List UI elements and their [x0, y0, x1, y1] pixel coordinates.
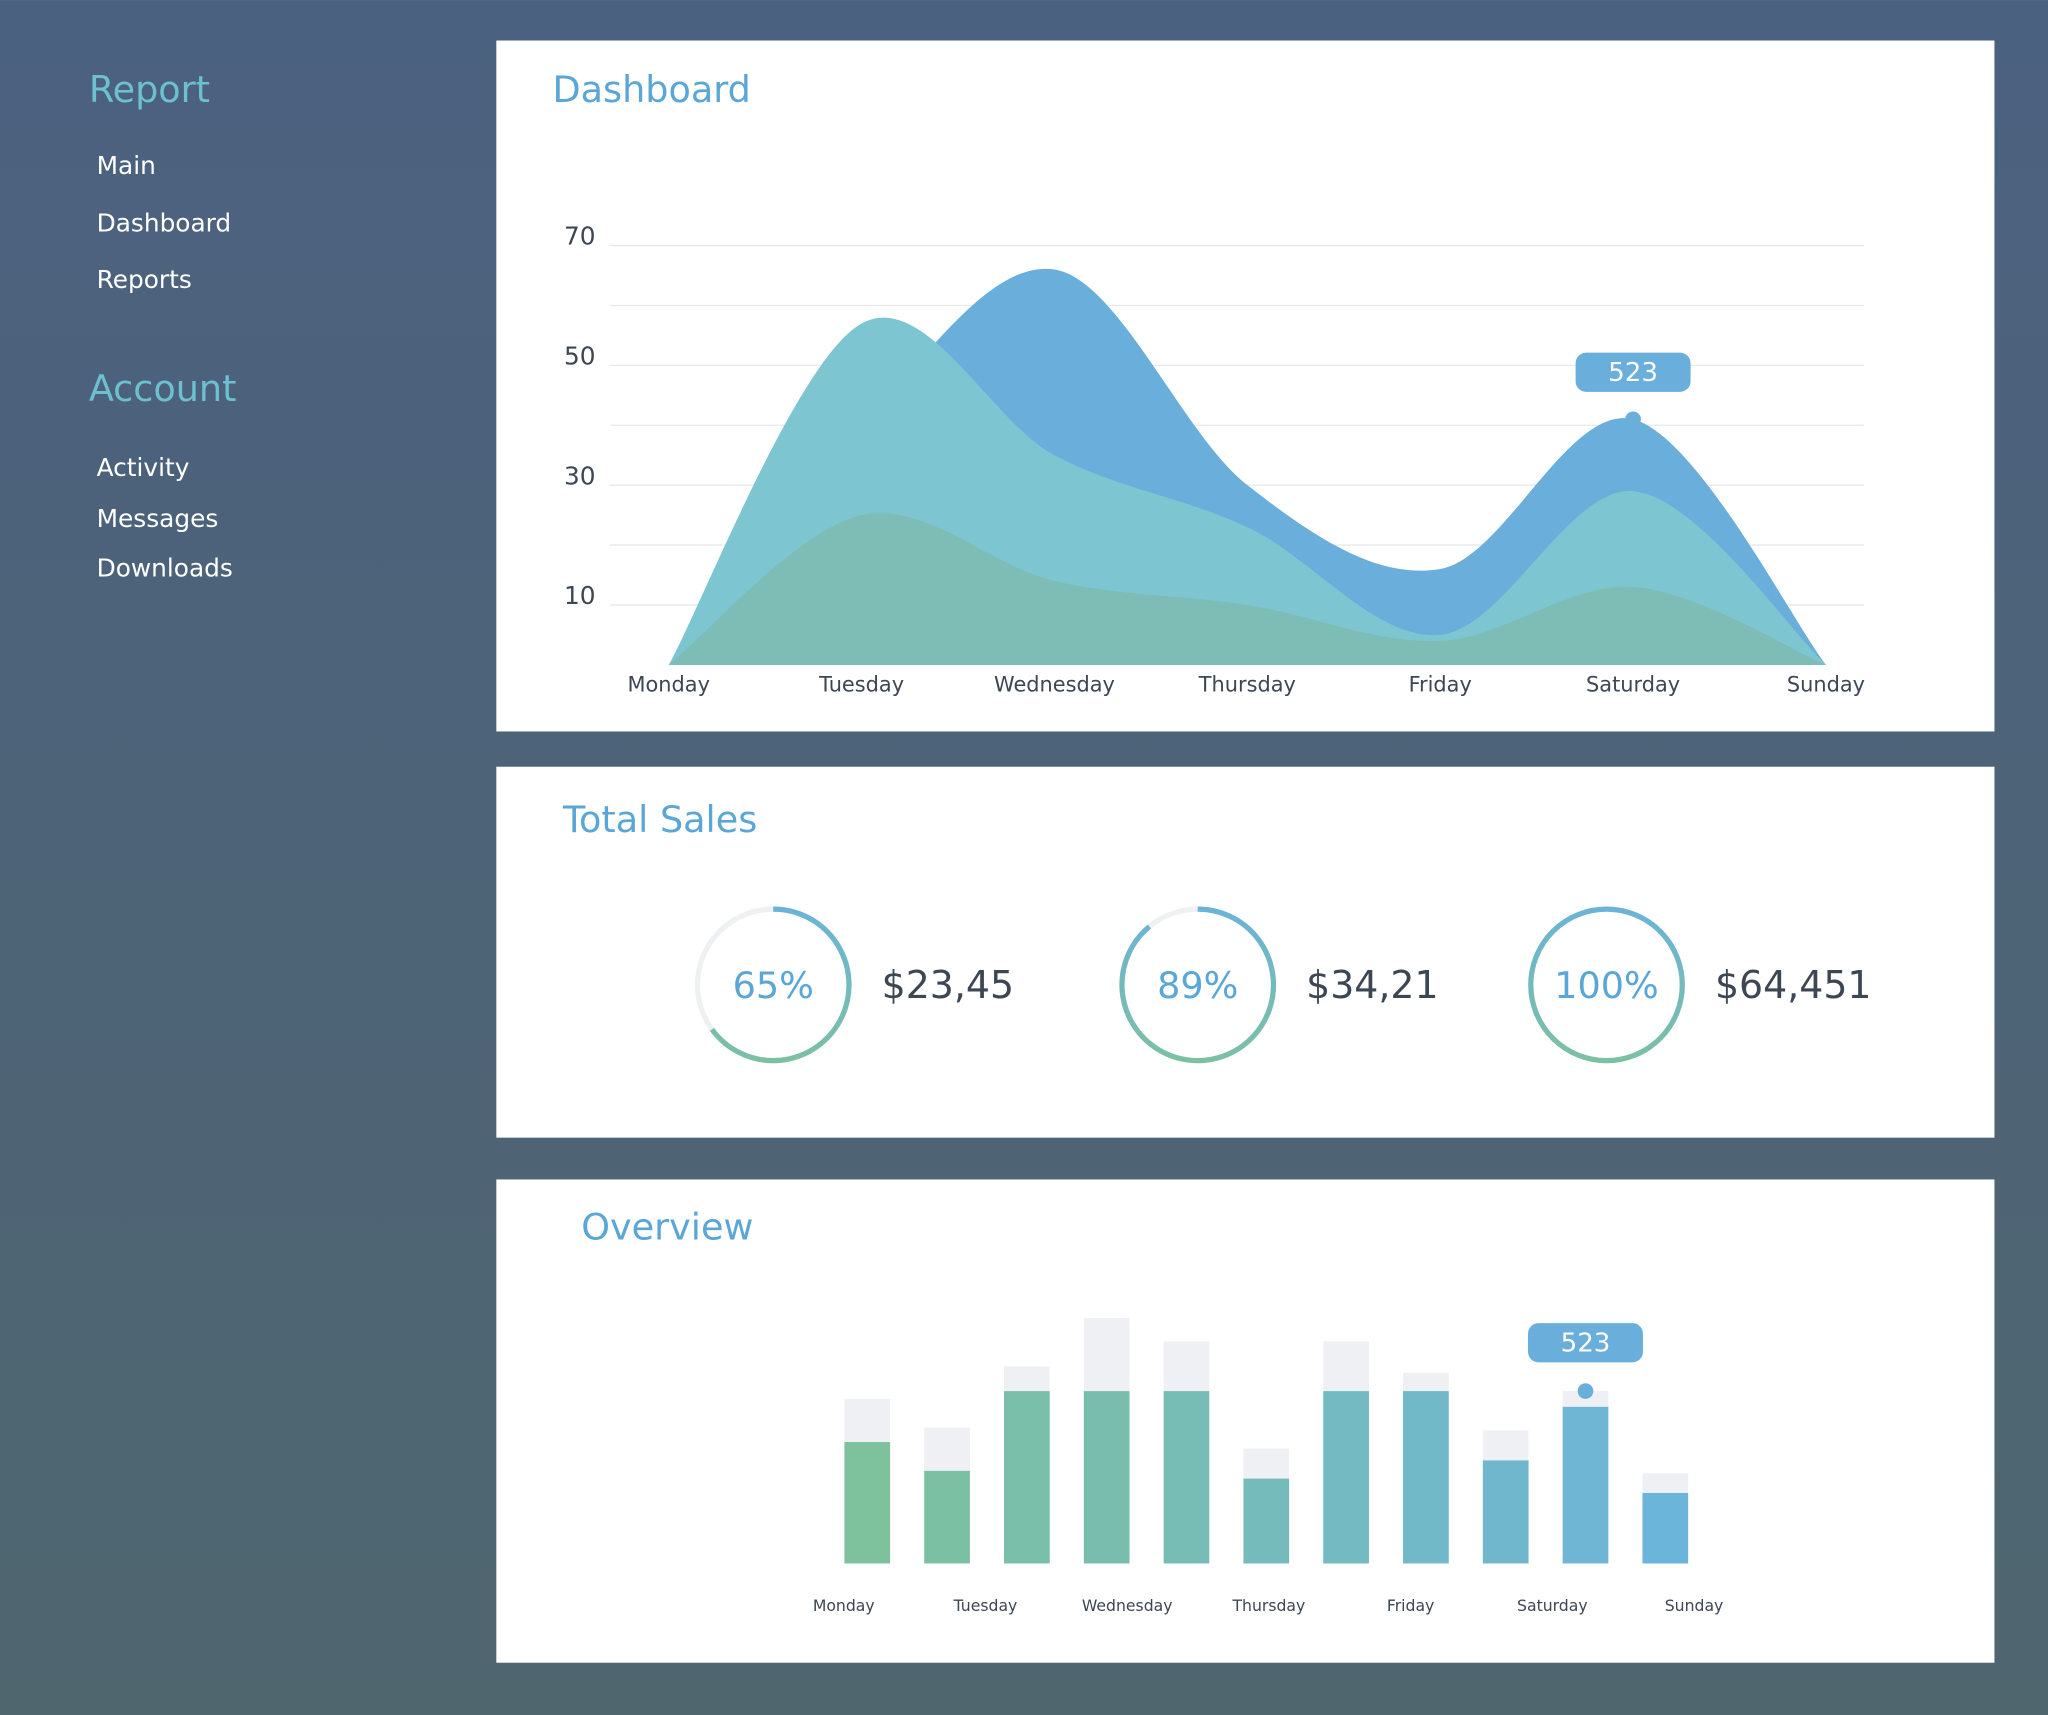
bar	[1403, 1391, 1449, 1564]
x-tick-label: Saturday	[1517, 1596, 1588, 1615]
ring-label: 100%	[1554, 964, 1659, 1007]
tooltip	[1528, 1323, 1643, 1363]
ring-arc	[1528, 906, 1685, 1064]
bar	[1323, 1391, 1369, 1564]
bar	[1004, 1366, 1050, 1392]
x-tick-label: Monday	[813, 1596, 875, 1615]
bar	[1642, 1473, 1689, 1493]
sales-panel	[496, 766, 1995, 1138]
bar	[1562, 1406, 1609, 1564]
sidebar-item[interactable]: Dashboard	[97, 209, 232, 238]
amount: $64,451	[1715, 963, 1872, 1007]
sidebar-heading: Account	[89, 367, 237, 410]
amount: $23,45	[882, 963, 1014, 1007]
tooltip-dot	[1625, 411, 1641, 428]
bar	[1083, 1317, 1130, 1392]
ring-arc	[709, 906, 852, 1064]
bar	[924, 1470, 970, 1564]
panel-title: Total Sales	[562, 798, 757, 841]
tooltip-text: 523	[1561, 1329, 1611, 1359]
ring-arc	[1119, 906, 1277, 1064]
x-tick-label: Monday	[628, 673, 710, 697]
x-tick-label: Friday	[1409, 673, 1472, 697]
x-tick-label: Sunday	[1787, 673, 1865, 697]
bar	[844, 1398, 891, 1442]
bar	[1083, 1391, 1130, 1564]
y-tick-label: 50	[564, 342, 596, 371]
area	[668, 513, 1826, 665]
x-tick-label: Wednesday	[1082, 1596, 1173, 1615]
sidebar-heading: Report	[89, 68, 210, 111]
x-tick-label: Tuesday	[818, 673, 904, 697]
bar	[1004, 1391, 1050, 1564]
sidebar-item[interactable]: Reports	[97, 265, 192, 294]
bar	[1323, 1341, 1369, 1392]
bar	[1482, 1430, 1529, 1461]
sidebar-item[interactable]: Activity	[97, 453, 190, 482]
y-tick-label: 10	[564, 581, 596, 610]
y-tick-label: 30	[564, 461, 596, 490]
x-tick-label: Saturday	[1586, 673, 1680, 697]
amount: $34,21	[1306, 963, 1438, 1007]
bar	[1243, 1448, 1290, 1479]
x-tick-label: Thursday	[1198, 673, 1296, 697]
bar	[1243, 1478, 1290, 1564]
x-tick-label: Sunday	[1665, 1596, 1724, 1615]
bar	[1163, 1391, 1210, 1564]
tooltip	[1575, 352, 1691, 392]
overview-panel	[496, 1179, 1995, 1663]
bar	[924, 1427, 970, 1471]
panel-title: Dashboard	[552, 68, 750, 111]
sidebar-item[interactable]: Messages	[97, 504, 219, 533]
y-tick-label: 70	[564, 222, 596, 251]
ring-label: 89%	[1157, 964, 1238, 1007]
bar	[844, 1441, 891, 1564]
sidebar-item[interactable]: Main	[97, 151, 156, 180]
tooltip-dot	[1577, 1383, 1594, 1399]
bar	[1163, 1341, 1210, 1392]
panel-title: Overview	[581, 1206, 753, 1249]
x-tick-label: Wednesday	[994, 673, 1115, 697]
bar	[1642, 1492, 1689, 1564]
bar	[1482, 1460, 1529, 1564]
bar	[1403, 1372, 1449, 1392]
x-tick-label: Friday	[1387, 1596, 1434, 1615]
x-tick-label: Thursday	[1231, 1596, 1305, 1615]
tooltip-text: 523	[1608, 358, 1658, 388]
sidebar-item[interactable]: Downloads	[97, 553, 233, 582]
x-tick-label: Tuesday	[953, 1596, 1018, 1615]
ring-label: 65%	[733, 964, 814, 1007]
